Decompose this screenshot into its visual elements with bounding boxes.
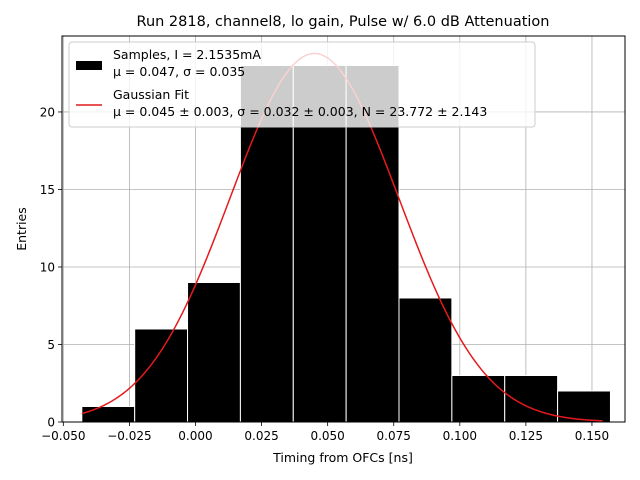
x-tick-label: 0.100 [443, 429, 477, 443]
legend-histogram-label: Samples, I = 2.1535mA [113, 47, 261, 62]
x-tick-label: −0.050 [41, 429, 85, 443]
legend: Samples, I = 2.1535mA μ = 0.047, σ = 0.0… [68, 41, 536, 128]
legend-fit-stats: μ = 0.045 ± 0.003, σ = 0.032 ± 0.003, N … [113, 104, 487, 119]
y-tick-label: 0 [47, 416, 55, 430]
x-tick-label: 0.000 [178, 429, 212, 443]
histogram-bar [81, 405, 136, 423]
histogram-bar [557, 390, 611, 423]
x-tick-label: 0.050 [310, 429, 344, 443]
y-tick-label: 5 [47, 338, 55, 352]
x-tick-label: 0.075 [377, 429, 411, 443]
histogram-bar [134, 328, 189, 423]
y-tick-label: 15 [40, 183, 55, 197]
legend-histogram-stats: μ = 0.047, σ = 0.035 [113, 64, 245, 79]
y-tick-label: 10 [40, 260, 55, 274]
legend-fit-label: Gaussian Fit [113, 87, 189, 102]
x-tick-label: 0.125 [509, 429, 543, 443]
x-tick-label: −0.025 [107, 429, 151, 443]
x-axis-ticks: −0.050 −0.025 0.000 0.025 0.050 0.075 0.100 0.1… [41, 422, 609, 443]
legend-histogram-swatch [76, 61, 102, 70]
x-tick-label: 0.150 [575, 429, 609, 443]
axes-frame [61, 35, 626, 423]
x-tick-label: 0.025 [244, 429, 278, 443]
histogram-bar [451, 374, 506, 423]
x-axis-label: Timing from OFCs [ns] [272, 450, 413, 465]
y-axis-label: Entries [14, 207, 29, 251]
histogram-bar [187, 281, 241, 423]
chart-title: Run 2818, channel8, lo gain, Pulse w/ 6.… [137, 14, 550, 30]
legend-box [68, 41, 536, 128]
histogram-bar [398, 297, 453, 423]
y-axis-ticks: 0 5 10 15 20 [40, 105, 62, 430]
y-tick-label: 20 [40, 105, 55, 119]
